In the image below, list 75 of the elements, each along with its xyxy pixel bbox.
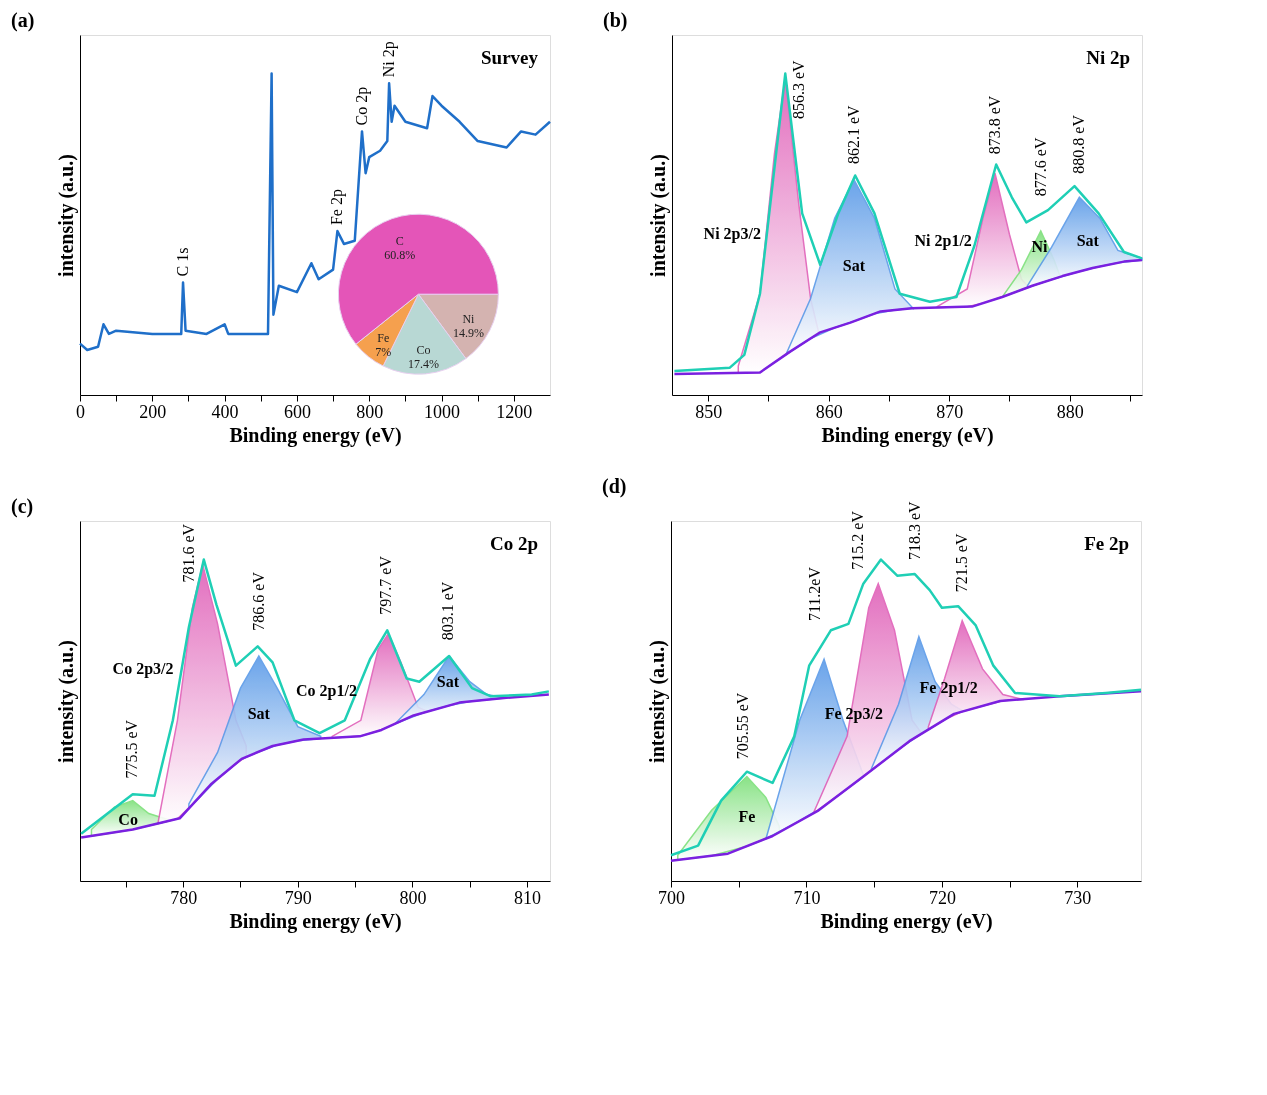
annotation: Fe 2p (328, 189, 347, 226)
annotation: Ni (1031, 238, 1049, 256)
data-label: 14.9% (452, 326, 484, 341)
annotation: 786.6 eV (249, 571, 267, 631)
annotation: Fe 2p1/2 (919, 679, 978, 698)
annotation: 803.1 eV (438, 581, 456, 641)
annotation: Ni 2p (380, 41, 399, 78)
annotation: C 1s (174, 247, 192, 277)
slice-label: Co (416, 342, 431, 357)
annotation: Sat (1076, 231, 1100, 249)
annotation: 718.3 eV (905, 500, 923, 560)
y-axis-title: intensity (a.u.) (54, 154, 78, 277)
annotation: 775.5 eV (122, 719, 140, 779)
x-tick-label: 400 (211, 401, 239, 422)
x-tick-label: 850 (695, 401, 723, 422)
annotation: 711.2eV (805, 566, 823, 622)
x-axis-title: Binding energy (eV) (229, 909, 402, 933)
x-tick-label: 790 (284, 887, 312, 908)
annotation: 797.7 eV (377, 555, 395, 615)
chart-subtitle: Survey (481, 47, 539, 68)
slice-label: C (395, 234, 404, 249)
x-axis-title: Binding energy (eV) (821, 423, 994, 447)
annotation: Co (118, 810, 138, 828)
x-tick-label: 730 (1064, 887, 1092, 908)
x-tick-label: 720 (928, 887, 956, 908)
y-axis-title: intensity (a.u.) (54, 640, 78, 763)
annotation: Sat (436, 672, 460, 690)
annotation: Ni 2p1/2 (914, 231, 972, 250)
chart-subtitle: Fe 2p (1084, 533, 1129, 554)
annotation: 877.6 eV (1031, 137, 1049, 197)
annotation: Sat (842, 257, 866, 275)
x-axis-title: Binding energy (eV) (229, 423, 402, 447)
y-axis-title: intensity (a.u.) (646, 154, 670, 277)
x-axis-title: Binding energy (eV) (820, 909, 993, 933)
annotation: Co 2p3/2 (112, 659, 174, 678)
chart-title: (c) (11, 495, 34, 518)
x-tick-label: 810 (514, 887, 542, 908)
x-tick-label: 880 (1056, 401, 1084, 422)
annotation: 856.3 eV (789, 59, 807, 119)
annotation: Co 2p (353, 86, 371, 126)
annotation: Fe 2p3/2 (824, 704, 883, 723)
annotation: 705.55 eV (733, 692, 751, 760)
chart-subtitle: Co 2p (489, 533, 538, 554)
x-tick-label: 870 (936, 401, 964, 422)
x-tick-label: 600 (283, 401, 311, 422)
x-tick-label: 780 (170, 887, 198, 908)
slice-label: Fe (377, 330, 390, 345)
annotation: 781.6 eV (179, 523, 197, 583)
chart-title: (a) (11, 9, 35, 32)
annotation: 862.1 eV (844, 104, 862, 164)
x-tick-label: 1200 (496, 401, 533, 422)
x-tick-label: 700 (658, 887, 685, 908)
annotation: 873.8 eV (985, 95, 1003, 155)
annotation: 715.2 eV (848, 510, 866, 570)
chart-title: (b) (603, 9, 628, 32)
annotation: Ni 2p3/2 (703, 225, 761, 244)
x-tick-label: 710 (793, 887, 821, 908)
annotation: 880.8 eV (1070, 114, 1088, 174)
x-tick-label: 800 (399, 887, 427, 908)
data-label: 17.4% (407, 356, 439, 371)
x-tick-label: 860 (815, 401, 843, 422)
chart-title: (d) (602, 475, 627, 499)
annotation: Sat (247, 704, 271, 722)
x-tick-label: 0 (76, 401, 85, 422)
x-tick-label: 800 (356, 401, 384, 422)
annotation: Co 2p1/2 (296, 682, 357, 701)
y-axis-title: intensity (a.u.) (645, 640, 669, 763)
data-label: 60.8% (384, 248, 416, 263)
x-tick-label: 200 (139, 401, 167, 422)
x-tick-label: 1000 (424, 401, 461, 422)
annotation: 721.5 eV (953, 533, 971, 593)
slice-label: Ni (462, 312, 476, 327)
annotation: Fe (738, 807, 756, 825)
chart-subtitle: Ni 2p (1086, 47, 1130, 68)
data-label: 7% (375, 344, 392, 359)
